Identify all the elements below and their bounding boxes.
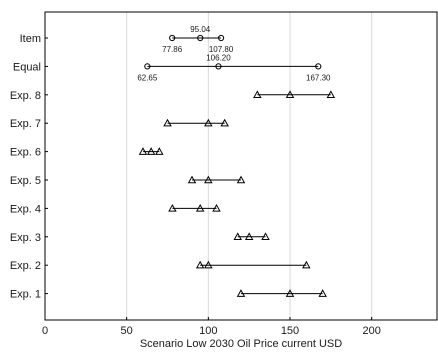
x-tick-label: 200 [362,325,380,337]
triangle-marker [163,118,172,127]
rows-layer: Item 95.04 77.86 107.80 Equal 106.20 62.65 167.… [10,25,336,301]
triangle-marker [285,289,295,297]
triangle-marker [261,232,270,241]
x-tick-label: 0 [42,325,48,337]
row-label: Exp. 8 [10,90,41,102]
row-label: Exp. 3 [10,232,41,244]
triangle-marker [195,260,205,269]
row-exp-6: Exp. 6 [10,147,164,159]
row-exp-5: Exp. 5 [10,175,246,187]
triangle-marker [236,289,246,297]
triangle-marker [204,260,213,269]
triangle-marker [195,203,205,212]
value-label: 62.65 [137,73,158,82]
triangle-marker [220,118,229,127]
x-tick-label: 150 [281,325,299,337]
triangle-marker [253,90,262,99]
value-label: 77.86 [162,45,183,54]
row-label: Exp. 5 [10,175,41,187]
triangle-marker [204,118,213,127]
circle-marker [144,63,151,70]
triangle-marker [212,203,221,212]
triangle-marker [187,175,197,184]
row-exp-2: Exp. 2 [10,260,311,272]
value-label: 106.20 [206,53,231,62]
triangle-marker [244,232,254,241]
triangle-marker [233,232,242,241]
triangle-marker [302,260,311,269]
triangle-marker [155,147,164,155]
circle-marker [217,34,225,42]
row-exp-4: Exp. 4 [10,203,221,215]
x-tick-label: 50 [121,325,133,337]
triangle-marker [285,90,295,99]
row-label: Exp. 1 [10,289,41,301]
row-label: Equal [13,61,41,73]
row-exp-1: Exp. 1 [10,289,327,301]
triangle-marker [168,203,177,212]
x-axis: 0 50 100 150 200 [42,317,381,337]
row-label: Item [20,33,41,45]
row-exp-7: Exp. 7 [10,118,229,130]
grid-layer [126,12,373,320]
x-axis-title: Scenario Low 2030 Oil Price current USD [140,338,342,350]
row-label: Exp. 4 [10,203,41,215]
triangle-marker [204,175,213,184]
triangle-marker [326,90,336,99]
value-label: 107.80 [209,45,234,54]
circle-marker [169,34,176,42]
row-item: Item 95.04 77.86 107.80 [20,25,234,54]
row-equal: Equal 106.20 62.65 167.30 [13,53,331,82]
value-label: 167.30 [306,73,331,82]
row-label: Exp. 7 [10,118,41,130]
circle-marker [215,63,222,70]
triangle-marker [236,175,246,184]
row-exp-3: Exp. 3 [10,232,270,244]
row-label: Exp. 6 [10,147,41,159]
row-exp-8: Exp. 8 [10,90,336,102]
value-label: 95.04 [190,25,211,34]
circle-marker [197,34,204,42]
row-label: Exp. 2 [10,260,41,272]
plot-frame [44,11,438,321]
triangle-marker [318,289,327,297]
triangle-marker [146,147,156,155]
triangle-marker [138,147,148,155]
circle-marker [315,63,322,70]
x-tick-label: 100 [199,325,217,337]
